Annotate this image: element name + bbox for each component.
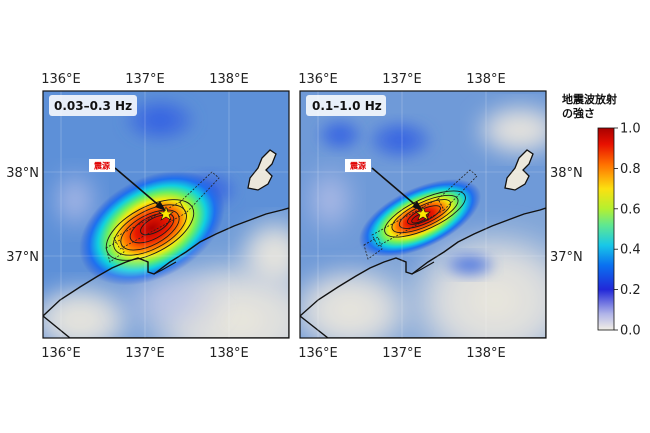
epicenter-label-box (89, 159, 115, 172)
graticule (300, 91, 546, 338)
epicenter-label: 震源 (93, 161, 110, 171)
sado-island (247, 149, 277, 191)
lon-tick-bottom: 136°E (298, 346, 338, 361)
coastline (300, 207, 546, 338)
fault-outline (105, 171, 220, 263)
lon-tick-top: 137°E (382, 72, 422, 87)
lat-tick-right: 38°N (550, 166, 583, 181)
epicenter-arrow (155, 201, 166, 211)
lon-tick-top: 138°E (466, 72, 506, 87)
lon-tick-bottom: 138°E (466, 346, 506, 361)
heatmap-high-freq (300, 91, 546, 338)
panel-frame (299, 90, 547, 339)
freq-label-box (306, 95, 386, 116)
map-panel-high-freq: 0.1–1.0 Hz 震源 136°E 137°E 138°E 136°E 13… (298, 72, 583, 361)
freq-label-box (49, 95, 137, 116)
fault-outline (363, 169, 478, 260)
lon-tick-bottom: 137°E (382, 346, 422, 361)
lon-tick-bottom: 136°E (41, 346, 81, 361)
freq-label: 0.1–1.0 Hz (312, 99, 382, 113)
lat-tick-right: 37°N (550, 250, 583, 265)
lon-tick-top: 136°E (298, 72, 338, 87)
colorbar-tick-label: 0.6 (620, 202, 641, 217)
lon-tick-top: 137°E (125, 72, 165, 87)
colorbar-tick-label: 0.0 (620, 324, 641, 339)
colorbar-tick-label: 1.0 (620, 122, 641, 137)
freq-label: 0.03–0.3 Hz (54, 99, 132, 113)
epicenter-label: 震源 (349, 161, 366, 171)
colorbar-tick-label: 0.4 (620, 243, 641, 258)
colorbar: 地震波放射 の強さ 1.0 0.8 0.6 0.4 0.2 0.0 (562, 92, 641, 339)
lon-tick-top: 136°E (41, 72, 81, 87)
coastline (43, 207, 289, 338)
lon-tick-top: 138°E (209, 72, 249, 87)
lon-tick-bottom: 138°E (209, 346, 249, 361)
graticule (43, 91, 289, 338)
lon-tick-bottom: 137°E (125, 346, 165, 361)
epicenter-arrow (412, 201, 423, 211)
colorbar-gradient (597, 127, 615, 331)
map-panel-low-freq: 0.03–0.3 Hz 震源 136°E 137°E 138°E 136°E 1… (6, 72, 290, 361)
heatmap-low-freq (43, 91, 289, 338)
colorbar-title-line1: 地震波放射 (562, 92, 617, 106)
panel-frame (42, 90, 290, 339)
epicenter-label-box (345, 159, 371, 172)
colorbar-tick-label: 0.2 (620, 283, 641, 298)
colorbar-title-line2: の強さ (562, 106, 595, 120)
epicenter-star (158, 206, 174, 221)
epicenter-star (415, 206, 431, 221)
lat-tick: 38°N (6, 166, 39, 181)
sado-island (504, 149, 534, 191)
lat-tick: 37°N (6, 250, 39, 265)
colorbar-tick-label: 0.8 (620, 162, 641, 177)
colorbar-ticks: 1.0 0.8 0.6 0.4 0.2 0.0 (614, 122, 641, 339)
